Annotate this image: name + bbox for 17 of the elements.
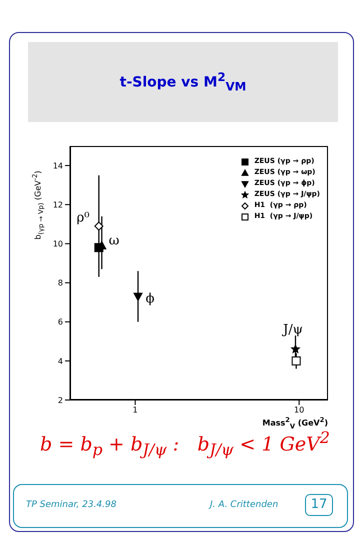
text: J. A. Crittenden [210, 500, 278, 510]
annotation: ω [108, 234, 120, 248]
text: b = b$_{p}$ + b$_{J/ψ}$ : b$_{J/ψ}$ < 1 GeV$^{2}$ [40, 428, 330, 460]
y-tick-label: 2 [58, 396, 63, 405]
y-tick-label: 6 [58, 318, 63, 327]
annotation: J/ψ [283, 322, 303, 338]
y-tick-label: 4 [58, 356, 63, 366]
text: TP Seminar, 23.4.98 [26, 500, 116, 510]
y-tick-label: 10 [52, 240, 63, 249]
y-tick-label: 14 [52, 161, 63, 170]
x-tick-label: 1 [132, 406, 138, 415]
x-axis-title: Mass$^{2}$$_{V}$ (GeV$^{2}$) [262, 416, 328, 430]
annotation: ρ⁰ [76, 210, 90, 226]
annotation: ϕ [146, 292, 154, 306]
y-tick-label: 8 [58, 278, 63, 288]
y-tick-label: 12 [52, 200, 63, 210]
text: 17 [305, 494, 333, 516]
